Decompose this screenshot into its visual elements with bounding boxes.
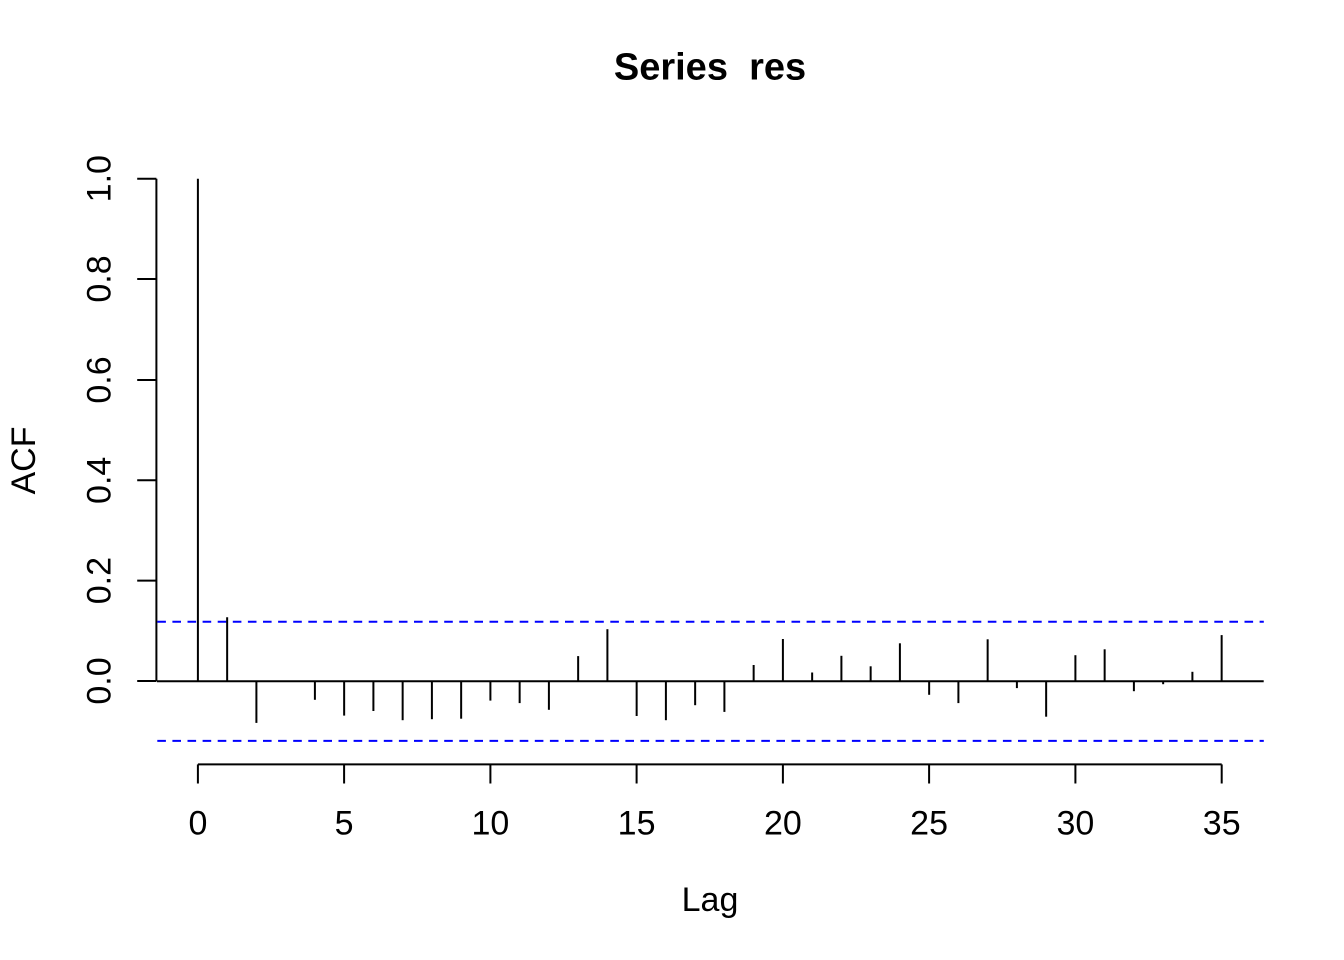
svg-text:35: 35	[1203, 805, 1241, 843]
svg-text:20: 20	[764, 805, 802, 843]
svg-text:1.0: 1.0	[81, 155, 119, 202]
svg-text:15: 15	[618, 805, 656, 843]
svg-text:0.4: 0.4	[81, 457, 119, 504]
svg-text:0.8: 0.8	[81, 255, 119, 302]
svg-text:ACF: ACF	[5, 427, 43, 495]
svg-text:30: 30	[1056, 805, 1094, 843]
svg-text:Lag: Lag	[682, 881, 739, 919]
svg-text:0.0: 0.0	[81, 657, 119, 704]
svg-text:10: 10	[471, 805, 509, 843]
svg-text:0.6: 0.6	[81, 356, 119, 403]
svg-text:0: 0	[188, 805, 207, 843]
svg-text:Series res: Series res	[614, 46, 806, 88]
svg-text:25: 25	[910, 805, 948, 843]
svg-text:5: 5	[335, 805, 354, 843]
svg-text:0.2: 0.2	[81, 557, 119, 604]
